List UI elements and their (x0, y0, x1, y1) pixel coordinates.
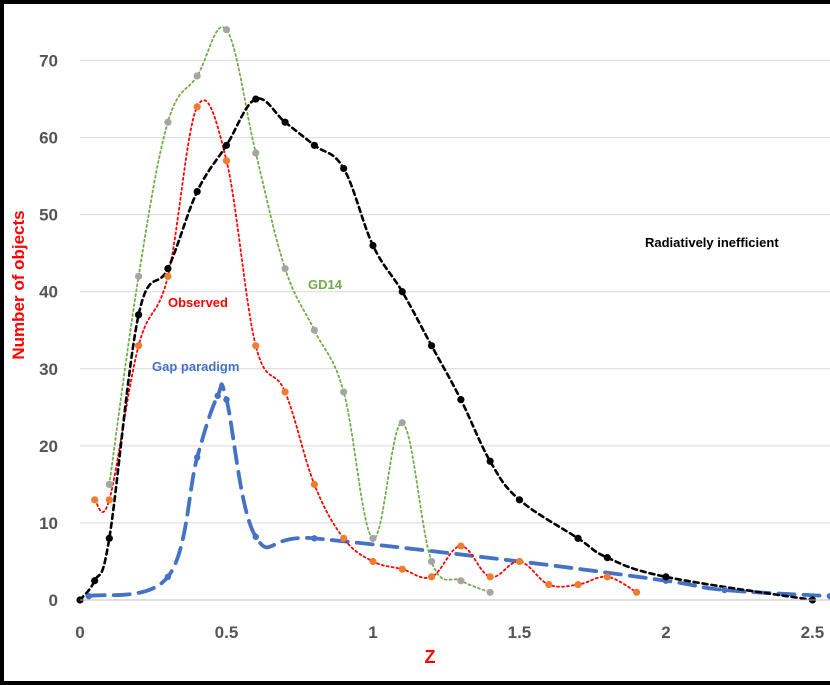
data-point-radiatively-inefficient (105, 534, 113, 542)
x-tick-label: 0 (75, 623, 84, 642)
data-point-observed (398, 565, 406, 573)
y-tick-label: 30 (39, 360, 58, 379)
data-point-observed (193, 103, 201, 111)
data-point-gap-paradigm (164, 573, 172, 581)
data-point-gd14 (193, 72, 201, 80)
data-point-gd14 (340, 388, 348, 396)
data-point-observed (633, 588, 641, 596)
data-point-observed (164, 272, 172, 280)
series-label-gd14: GD14 (308, 277, 343, 292)
y-tick-label: 10 (39, 514, 58, 533)
data-point-radiatively-inefficient (457, 396, 465, 404)
data-point-gd14 (457, 577, 465, 585)
data-point-radiatively-inefficient (427, 342, 436, 350)
series-label-gap-paradigm: Gap paradigm (152, 359, 239, 374)
data-point-observed (486, 573, 494, 581)
data-point-observed (134, 342, 143, 350)
data-point-radiatively-inefficient (134, 311, 143, 319)
x-tick-labels: 0 0.5 1 1.5 2 2.5 (75, 623, 824, 642)
data-point-gd14 (134, 272, 143, 280)
data-point-gd14 (164, 118, 172, 126)
data-point-gap-paradigm (311, 535, 318, 542)
data-point-gd14 (252, 149, 260, 157)
x-axis-title: Z (425, 647, 436, 667)
data-point-observed (105, 496, 113, 504)
x-tick-label: 1.5 (508, 623, 532, 642)
data-point-gap-paradigm (252, 533, 259, 541)
series-line-gd14 (108, 26, 492, 594)
data-point-radiatively-inefficient (574, 534, 582, 542)
data-point-gap-paradigm (214, 392, 221, 399)
data-point-radiatively-inefficient (193, 187, 201, 196)
data-point-gap-paradigm (826, 592, 830, 600)
series-label-observed: Observed (168, 295, 228, 310)
y-tick-label: 20 (39, 437, 58, 456)
data-point-radiatively-inefficient (398, 288, 406, 296)
y-tick-label: 40 (39, 283, 58, 302)
data-point-gd14 (310, 326, 318, 334)
plot-background (4, 4, 830, 681)
data-point-radiatively-inefficient (340, 164, 348, 173)
data-point-radiatively-inefficient (662, 573, 670, 581)
y-tick-labels: 0 10 20 30 40 50 60 70 (39, 52, 58, 610)
data-point-observed (252, 342, 260, 350)
data-point-gd14 (369, 534, 377, 542)
data-point-radiatively-inefficient (515, 496, 524, 504)
data-point-gd14 (427, 557, 436, 566)
data-point-observed (91, 496, 99, 504)
x-tick-label: 1 (368, 623, 377, 642)
y-tick-label: 0 (49, 591, 58, 610)
data-point-observed (603, 573, 611, 581)
x-tick-label: 2 (661, 623, 670, 642)
data-point-observed (457, 542, 465, 550)
data-point-radiatively-inefficient (369, 241, 377, 250)
data-point-radiatively-inefficient (222, 141, 231, 149)
data-point-radiatively-inefficient (486, 457, 494, 465)
data-point-gap-paradigm (223, 396, 230, 403)
x-tick-label: 2.5 (801, 623, 825, 642)
series-line-observed (93, 99, 638, 594)
data-point-observed (427, 573, 436, 581)
data-point-radiatively-inefficient (164, 265, 172, 273)
data-point-gap-paradigm (193, 454, 201, 461)
data-point-gd14 (222, 26, 231, 34)
series-line-radiatively-inefficient (78, 97, 814, 602)
data-point-radiatively-inefficient (252, 95, 260, 103)
data-point-observed (222, 157, 231, 165)
y-tick-label: 70 (39, 52, 58, 71)
data-point-radiatively-inefficient (91, 577, 99, 585)
data-point-observed (515, 557, 524, 566)
data-point-radiatively-inefficient (603, 554, 611, 562)
data-point-radiatively-inefficient (281, 118, 289, 126)
data-point-observed (369, 557, 377, 566)
data-point-gd14 (281, 265, 289, 273)
data-point-observed (281, 388, 289, 396)
y-axis-title: Number of objects (9, 210, 28, 359)
x-tick-label: 0.5 (215, 623, 239, 642)
data-point-observed (574, 580, 582, 589)
data-point-gap-paradigm (721, 586, 728, 594)
y-tick-label: 50 (39, 206, 58, 225)
series-lines (78, 26, 830, 602)
data-point-observed (340, 534, 348, 542)
data-point-gd14 (105, 480, 113, 488)
data-point-gd14 (398, 419, 406, 427)
y-tick-label: 60 (39, 129, 58, 148)
data-point-gap-paradigm (85, 592, 92, 600)
series-line-gap-paradigm (86, 382, 830, 599)
data-point-gd14 (486, 588, 494, 596)
data-point-radiatively-inefficient (310, 141, 318, 149)
series-label-radiatively-inefficient: Radiatively inefficient (645, 235, 779, 250)
data-point-observed (310, 480, 318, 488)
data-point-observed (545, 580, 553, 589)
